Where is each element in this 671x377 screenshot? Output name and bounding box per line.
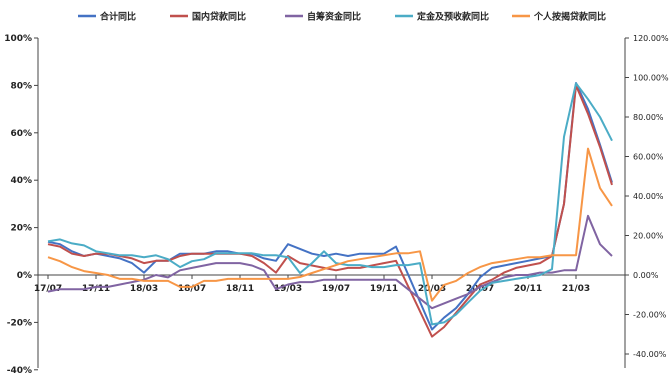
x-tick-label: 18/03 xyxy=(130,284,158,294)
left-tick-label: -40% xyxy=(7,366,32,376)
x-tick-label: 19/03 xyxy=(274,284,302,294)
series-line-4 xyxy=(47,147,613,302)
x-tick-label: 18/11 xyxy=(226,284,254,294)
right-axis-ticks: 120.00% 100.00% 80.00% 60.00% 40.00% 20.00% 0.… xyxy=(625,34,669,359)
left-tick-label: 80% xyxy=(10,81,32,91)
x-tick-label: 20/07 xyxy=(466,284,494,294)
x-tick-label: 17/11 xyxy=(82,284,110,294)
x-tick-label: 18/07 xyxy=(178,284,206,294)
right-tick-label: 120.00% xyxy=(633,34,669,43)
legend-label: 定金及预收款同比 xyxy=(416,11,489,23)
x-tick-label: 20/11 xyxy=(514,284,542,294)
left-tick-label: 60% xyxy=(10,129,32,139)
right-tick-label: -20.00% xyxy=(633,311,667,320)
legend-label: 自筹资金同比 xyxy=(307,11,361,23)
right-tick-label: 80.00% xyxy=(633,113,664,122)
series-line-2 xyxy=(47,214,613,310)
right-tick-label: 60.00% xyxy=(633,153,664,162)
right-tick-label: 20.00% xyxy=(633,232,664,241)
left-tick-label: 20% xyxy=(10,224,32,234)
x-tick-label: 19/11 xyxy=(370,284,398,294)
series-line-0 xyxy=(47,82,613,331)
left-tick-label: 100% xyxy=(4,34,32,44)
legend-label: 合计同比 xyxy=(100,11,136,23)
legend-label: 个人按揭贷款同比 xyxy=(533,11,606,23)
left-tick-label: -20% xyxy=(7,318,32,328)
x-tick-label: 21/03 xyxy=(562,284,590,294)
series-line-3 xyxy=(47,82,613,326)
right-tick-label: 100.00% xyxy=(633,74,669,83)
legend-label: 国内贷款同比 xyxy=(192,11,246,23)
axes xyxy=(37,38,626,368)
right-tick-label: 0.00% xyxy=(633,271,659,280)
right-tick-label: -40.00% xyxy=(633,350,667,359)
left-axis-ticks: 100% 80% 60% 40% 20% 0% -20% -40% xyxy=(4,34,38,376)
x-tick-label: 19/07 xyxy=(322,284,350,294)
series-lines xyxy=(47,82,613,338)
x-tick-label: 17/07 xyxy=(34,284,62,294)
left-tick-label: 0% xyxy=(17,271,32,281)
legend: 合计同比 国内贷款同比 自筹资金同比 定金及预收款同比 个人按揭贷款同比 xyxy=(78,11,606,23)
x-axis-ticks: 17/07 17/11 18/03 18/07 18/11 19/03 19/07 19/11… xyxy=(34,275,590,294)
right-tick-label: 40.00% xyxy=(633,192,664,201)
series-line-1 xyxy=(47,84,613,338)
x-tick-label: 20/03 xyxy=(418,284,446,294)
left-tick-label: 40% xyxy=(10,176,32,186)
